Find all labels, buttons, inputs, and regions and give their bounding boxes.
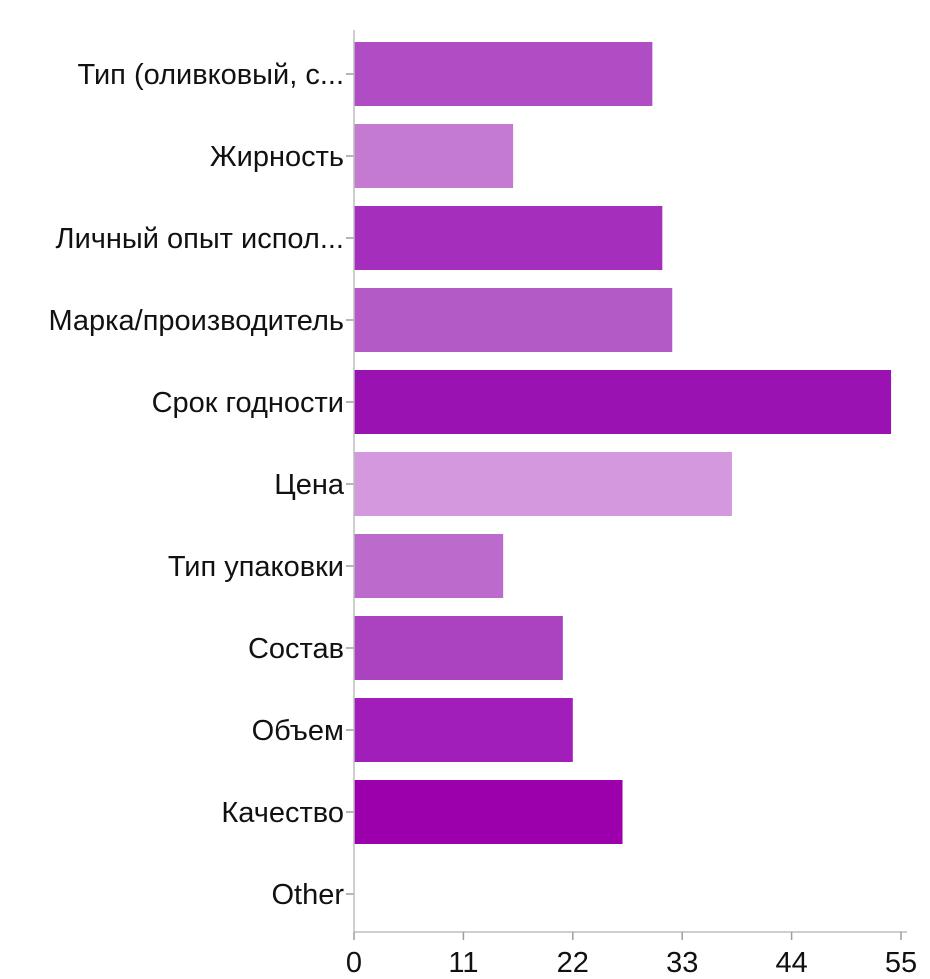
category-label: Качество — [221, 797, 344, 829]
category-label: Объем — [252, 715, 344, 747]
bar — [354, 780, 623, 844]
category-label: Тип упаковки — [168, 551, 344, 583]
x-tick-label: 55 — [885, 947, 917, 979]
category-ticks — [346, 73, 354, 895]
bar — [354, 452, 732, 516]
x-axis-tick-labels: 0 11 22 33 44 55 — [346, 947, 917, 979]
x-tick-label: 0 — [346, 947, 362, 979]
bar — [354, 616, 563, 680]
category-label: Тип (оливковый, с... — [78, 59, 344, 91]
x-tick-label: 33 — [666, 947, 698, 979]
x-tick-label: 22 — [557, 947, 589, 979]
category-labels: Тип (оливковый, с... Жирность Личный опыт … — [48, 59, 344, 911]
bar — [354, 206, 663, 270]
category-label: Личный опыт испол... — [56, 223, 344, 255]
bar — [354, 698, 573, 762]
category-label: Срок годности — [152, 387, 344, 419]
bars — [354, 42, 892, 844]
x-tick-label: 11 — [448, 947, 478, 979]
bar — [354, 124, 514, 188]
bar — [354, 534, 504, 598]
category-label: Other — [271, 879, 344, 911]
x-axis-ticks — [353, 932, 902, 940]
category-label: Цена — [274, 469, 345, 501]
bar — [354, 370, 892, 434]
category-label: Марка/производитель — [48, 305, 344, 337]
category-label: Жирность — [210, 141, 344, 173]
category-label: Состав — [248, 633, 344, 665]
x-tick-label: 44 — [775, 947, 807, 979]
bar — [354, 288, 673, 352]
bar — [354, 42, 653, 106]
